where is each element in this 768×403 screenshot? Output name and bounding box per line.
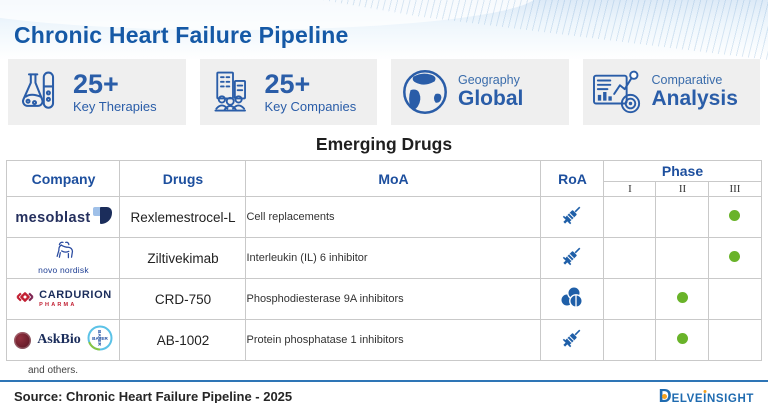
- svg-text:BAYER: BAYER: [97, 330, 102, 346]
- novo-nordisk-wordmark: novo nordisk: [38, 265, 89, 275]
- mesoblast-logo-icon: [92, 207, 112, 226]
- cardurion-pharma-label: PHARMA: [39, 301, 77, 308]
- phase-2-cell: [655, 319, 710, 361]
- analytics-icon: [591, 68, 645, 116]
- bayer-logo-icon: BAYER BAYER: [87, 325, 113, 356]
- stat-label: Key Companies: [264, 99, 357, 115]
- company-logo-novo-nordisk: novo nordisk: [6, 237, 121, 279]
- column-header-phase-1: I: [603, 181, 657, 197]
- mesoblast-wordmark: mesoblast: [15, 210, 91, 226]
- phase-dot: [676, 333, 688, 344]
- stat-value: Analysis: [651, 87, 738, 111]
- phase-dot: [729, 210, 741, 221]
- footer-divider-line: [0, 380, 768, 382]
- drug-name: Ziltivekimab: [119, 237, 247, 279]
- stat-value: 25+: [73, 69, 119, 99]
- askbio-wordmark: AskBio: [37, 332, 81, 347]
- phase-1-cell: [603, 278, 657, 320]
- top-decorative-band: [0, 0, 768, 60]
- moa-text: Cell replacements: [245, 196, 542, 238]
- table-row-novo-nordisk: novo nordisk Ziltivekimab Interleukin (I…: [6, 237, 762, 279]
- syringe-icon: [540, 319, 605, 361]
- stat-text: 25+ Key Therapies: [73, 70, 157, 114]
- phase-2-cell: [655, 237, 710, 279]
- phase-1-cell: [603, 319, 657, 361]
- table-row-cardurion: CARDURION PHARMA CRD-750 Phosphodiestera…: [6, 278, 762, 320]
- column-header-drugs: Drugs: [119, 160, 247, 197]
- column-header-phase-2: II: [655, 181, 710, 197]
- stat-geography: Geography Global: [391, 59, 569, 125]
- stat-label: Comparative: [651, 72, 723, 87]
- stat-comparative-analysis: Comparative Analysis: [582, 59, 760, 125]
- cardurion-wordmark: CARDURION: [39, 289, 112, 301]
- moa-text: Phosphodiesterase 9A inhibitors: [245, 278, 542, 320]
- column-header-company: Company: [6, 160, 121, 197]
- stat-value: Global: [458, 87, 524, 111]
- phase-1-cell: [603, 196, 657, 238]
- company-logo-cardurion: CARDURION PHARMA: [6, 278, 121, 320]
- drug-name: Rexlemestrocel-L: [119, 196, 247, 238]
- syringe-icon: [540, 196, 605, 238]
- emerging-drugs-table: Company Drugs MoA RoA Phase I II III mes…: [6, 160, 762, 361]
- company-logo-mesoblast: mesoblast: [6, 196, 121, 238]
- footer: Source: Chronic Heart Failure Pipeline -…: [0, 382, 768, 403]
- phase-3-cell: [708, 196, 762, 238]
- stat-key-companies: 25+ Key Companies: [199, 59, 377, 125]
- lab-flasks-icon: [16, 68, 66, 116]
- svg-text:BAYER: BAYER: [92, 335, 108, 340]
- delveinsight-logo-d: D: [658, 386, 672, 403]
- syringe-icon: [540, 237, 605, 279]
- section-title: Emerging Drugs: [315, 134, 453, 154]
- phase-3-cell: [708, 278, 762, 320]
- table-row-askbio-bayer: AskBio BAYER BAYER AB-1002: [6, 319, 762, 361]
- page-title: Chronic Heart Failure Pipeline: [14, 22, 349, 48]
- column-header-moa: MoA: [245, 160, 542, 197]
- drug-name: AB-1002: [119, 319, 247, 361]
- stat-text: 25+ Key Companies: [265, 70, 357, 114]
- column-header-phase-3: III: [708, 181, 762, 197]
- column-header-roa: RoA: [540, 160, 605, 197]
- table-footnote: and others.: [28, 365, 79, 376]
- stat-text: Comparative Analysis: [651, 72, 738, 111]
- phase-2-cell: [655, 278, 710, 320]
- phase-dot: [729, 251, 741, 262]
- companies-icon: [208, 68, 258, 116]
- novo-nordisk-bull-icon: [51, 241, 75, 264]
- source-text: Source: Chronic Heart Failure Pipeline -…: [14, 388, 293, 403]
- column-header-phase: Phase: [603, 160, 762, 182]
- stat-key-therapies: 25+ Key Therapies: [8, 59, 186, 125]
- phase-3-cell: [708, 319, 762, 361]
- globe-icon: [399, 66, 451, 118]
- phase-1-cell: [603, 237, 657, 279]
- table-row-mesoblast: mesoblast Rexlemestrocel-L Cell replacem…: [6, 196, 762, 238]
- moa-text: Protein phosphatase 1 inhibitors: [245, 319, 542, 361]
- pills-icon: [540, 278, 605, 320]
- stat-value: 25+: [264, 69, 311, 99]
- stat-label: Key Therapies: [73, 99, 157, 115]
- moa-text: Interleukin (IL) 6 inhibitor: [245, 237, 542, 279]
- stat-label: Geography: [458, 72, 520, 87]
- phase-2-cell: [655, 196, 710, 238]
- phase-3-cell: [708, 237, 762, 279]
- delveinsight-logo-i: I: [703, 393, 707, 403]
- askbio-logo-icon: [14, 331, 32, 349]
- cardurion-logo-icon: [15, 287, 35, 312]
- phase-dot: [676, 292, 688, 303]
- drug-name: CRD-750: [119, 278, 247, 320]
- stat-text: Geography Global: [458, 72, 524, 111]
- delveinsight-logo: D ELVE I NSIGHT: [658, 386, 754, 403]
- company-logo-askbio-bayer: AskBio BAYER BAYER: [6, 319, 121, 361]
- stats-row: 25+ Key Therapies: [8, 59, 760, 125]
